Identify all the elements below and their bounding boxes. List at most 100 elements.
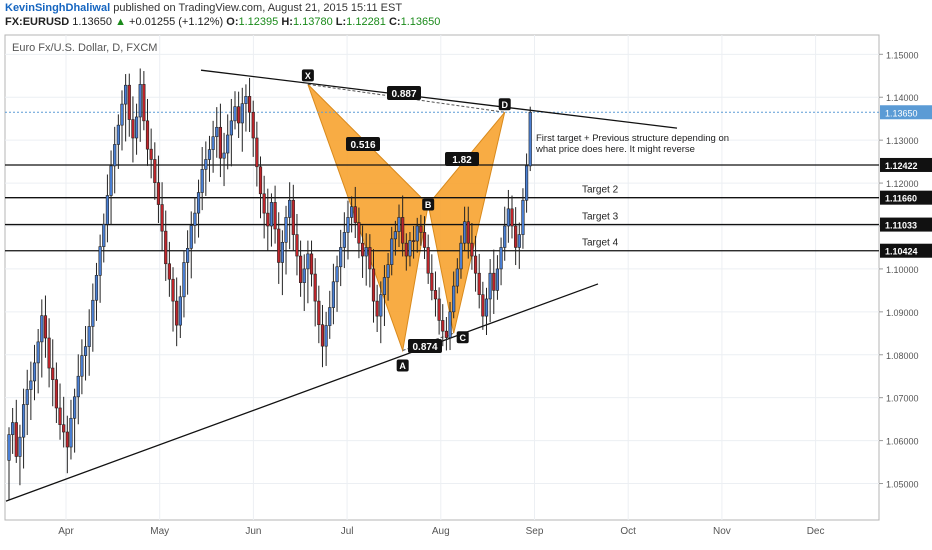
- candle[interactable]: [521, 188, 525, 249]
- candle[interactable]: [193, 197, 197, 244]
- candle[interactable]: [109, 150, 113, 225]
- candle[interactable]: [528, 106, 532, 172]
- candle[interactable]: [207, 135, 212, 182]
- candle[interactable]: [357, 207, 361, 259]
- candle[interactable]: [419, 214, 423, 246]
- candle[interactable]: [313, 258, 317, 327]
- candle[interactable]: [331, 263, 336, 325]
- candle[interactable]: [29, 361, 33, 420]
- candle[interactable]: [495, 255, 500, 300]
- candle[interactable]: [444, 316, 449, 351]
- candle[interactable]: [178, 285, 182, 339]
- candle[interactable]: [258, 156, 263, 219]
- candle[interactable]: [204, 141, 208, 196]
- candle[interactable]: [386, 253, 390, 301]
- candle[interactable]: [368, 234, 372, 288]
- candle[interactable]: [517, 222, 521, 269]
- candle[interactable]: [459, 235, 463, 279]
- candle[interactable]: [251, 100, 255, 157]
- candle[interactable]: [397, 204, 401, 248]
- candle[interactable]: [21, 388, 26, 469]
- candle[interactable]: [346, 200, 350, 260]
- candle[interactable]: [408, 232, 412, 267]
- candle[interactable]: [375, 284, 379, 333]
- candle[interactable]: [11, 407, 15, 454]
- candle[interactable]: [76, 354, 80, 425]
- candle[interactable]: [244, 84, 248, 132]
- candle[interactable]: [62, 396, 66, 448]
- candle[interactable]: [488, 259, 492, 323]
- candle[interactable]: [437, 287, 441, 335]
- candle[interactable]: [401, 195, 405, 257]
- candle[interactable]: [105, 174, 110, 243]
- candle[interactable]: [277, 212, 281, 284]
- candle[interactable]: [145, 98, 150, 166]
- candle[interactable]: [120, 90, 124, 151]
- candle[interactable]: [284, 205, 288, 275]
- candle[interactable]: [371, 249, 376, 323]
- candle[interactable]: [47, 318, 51, 388]
- candle[interactable]: [291, 184, 295, 251]
- candle[interactable]: [415, 217, 419, 253]
- candle[interactable]: [477, 253, 481, 309]
- candle[interactable]: [339, 229, 343, 287]
- candle[interactable]: [40, 299, 44, 378]
- candle[interactable]: [73, 388, 77, 453]
- candle[interactable]: [226, 114, 230, 170]
- candle[interactable]: [124, 74, 128, 142]
- candle[interactable]: [379, 281, 383, 344]
- candle[interactable]: [91, 283, 95, 352]
- candle[interactable]: [215, 107, 219, 158]
- candle[interactable]: [156, 155, 161, 223]
- candle[interactable]: [484, 287, 489, 336]
- candle[interactable]: [247, 77, 252, 132]
- candle[interactable]: [524, 153, 529, 213]
- candle[interactable]: [404, 233, 408, 271]
- ascending-trendline[interactable]: [5, 283, 599, 502]
- candle[interactable]: [218, 103, 223, 178]
- candle[interactable]: [320, 304, 325, 368]
- candle[interactable]: [175, 277, 179, 347]
- candle[interactable]: [342, 212, 346, 269]
- candle[interactable]: [134, 103, 139, 155]
- candle[interactable]: [196, 179, 201, 238]
- candle[interactable]: [360, 225, 365, 278]
- candle[interactable]: [233, 91, 237, 130]
- candle[interactable]: [269, 193, 274, 247]
- candle[interactable]: [463, 206, 467, 251]
- candle[interactable]: [324, 311, 328, 366]
- candle[interactable]: [393, 220, 397, 256]
- candle[interactable]: [295, 213, 299, 276]
- candle[interactable]: [87, 309, 91, 376]
- candle[interactable]: [58, 383, 62, 440]
- candle[interactable]: [455, 258, 459, 294]
- candle[interactable]: [452, 271, 456, 319]
- candle[interactable]: [448, 301, 452, 351]
- candle[interactable]: [131, 96, 135, 163]
- candle[interactable]: [470, 222, 474, 270]
- candle[interactable]: [466, 206, 470, 259]
- candle[interactable]: [36, 329, 40, 394]
- candle[interactable]: [240, 87, 244, 152]
- author-link[interactable]: KevinSinghDhaliwal: [5, 2, 111, 14]
- candle[interactable]: [222, 132, 226, 187]
- candle[interactable]: [189, 211, 193, 279]
- candle[interactable]: [65, 415, 69, 474]
- candle[interactable]: [182, 251, 186, 318]
- candle[interactable]: [83, 326, 88, 381]
- candle[interactable]: [353, 186, 357, 239]
- candle[interactable]: [211, 120, 215, 173]
- candle[interactable]: [51, 339, 55, 407]
- candle[interactable]: [18, 424, 22, 486]
- candle[interactable]: [127, 73, 131, 137]
- candle[interactable]: [481, 281, 485, 330]
- candle[interactable]: [149, 128, 153, 179]
- candle[interactable]: [98, 234, 102, 303]
- candle[interactable]: [25, 369, 29, 436]
- candle[interactable]: [499, 237, 503, 286]
- candle[interactable]: [328, 290, 332, 339]
- candle[interactable]: [514, 207, 518, 266]
- candle[interactable]: [160, 182, 164, 252]
- candle[interactable]: [309, 240, 314, 287]
- candle[interactable]: [510, 195, 514, 239]
